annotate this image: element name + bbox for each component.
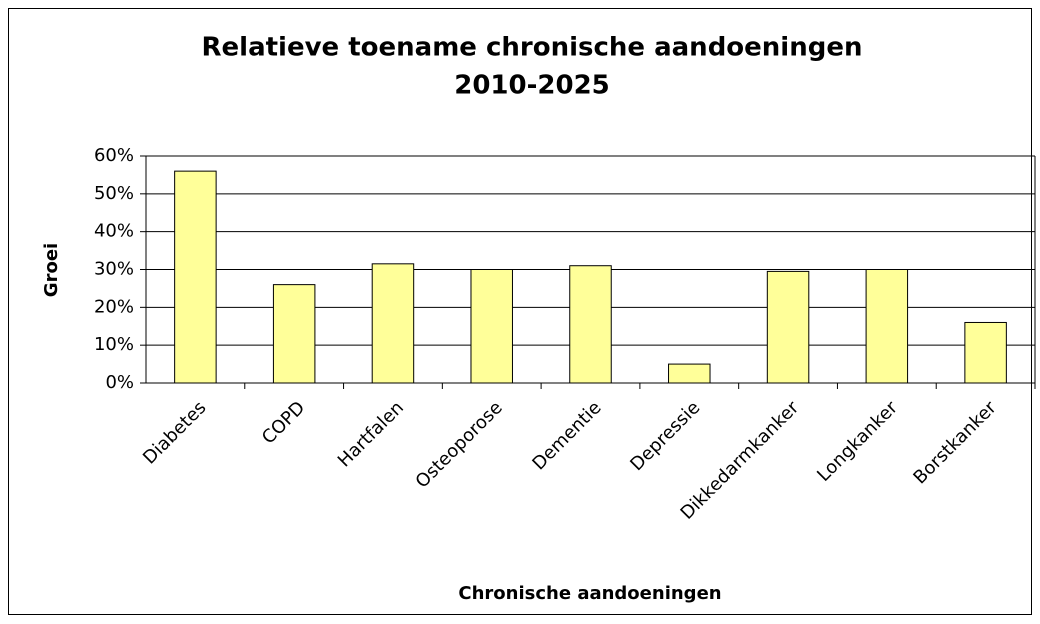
bar bbox=[470, 269, 513, 384]
chart-title: 2010-2025 bbox=[454, 71, 610, 101]
bar bbox=[964, 321, 1007, 384]
x-axis-title: Chronische aandoeningen bbox=[458, 583, 721, 604]
bar bbox=[668, 363, 711, 384]
y-tick-label: 40% bbox=[94, 221, 134, 242]
bar bbox=[569, 265, 612, 384]
y-tick-label: 10% bbox=[94, 334, 134, 355]
y-tick-label: 50% bbox=[94, 183, 134, 204]
y-tick-label: 0% bbox=[105, 372, 134, 393]
bar bbox=[272, 284, 316, 384]
y-tick-label: 30% bbox=[94, 259, 134, 280]
y-axis-title: Groei bbox=[41, 243, 62, 297]
y-tick-label: 20% bbox=[94, 296, 134, 317]
y-tick-label: 60% bbox=[94, 145, 134, 166]
bar bbox=[174, 170, 217, 384]
bar bbox=[766, 270, 810, 384]
chart-title: Relatieve toename chronische aandoeninge… bbox=[202, 33, 863, 63]
bar bbox=[865, 269, 909, 384]
bar bbox=[371, 263, 415, 384]
